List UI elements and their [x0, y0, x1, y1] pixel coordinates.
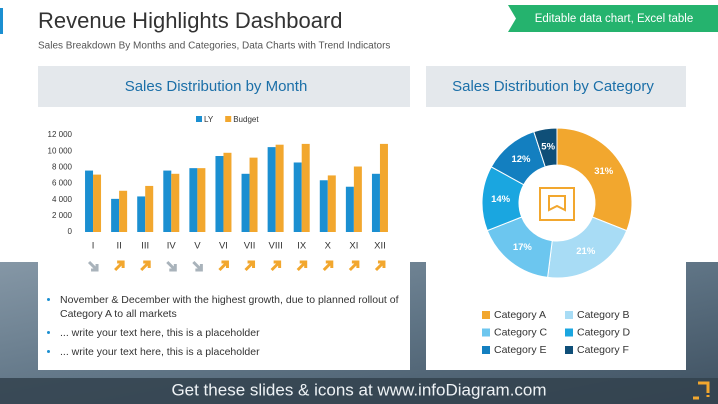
legend-label: Category D [577, 326, 631, 338]
slice [556, 127, 633, 232]
bar [275, 144, 284, 232]
trend-arrow [87, 260, 99, 272]
bar [267, 147, 276, 232]
panel [38, 107, 410, 370]
bar [293, 162, 302, 232]
legend-label: Category C [494, 326, 548, 338]
x-tick-label: V [194, 241, 201, 252]
legend-label: Category E [494, 344, 547, 356]
x-tick-label: X [325, 241, 332, 252]
slice-label: 14% [491, 194, 511, 205]
bar [345, 186, 354, 232]
footer-bar [0, 378, 718, 404]
x-tick-label: XII [374, 241, 386, 252]
panel-header [426, 66, 686, 107]
legend-swatch [196, 116, 202, 122]
legend-swatch [565, 311, 573, 319]
legend-swatch [565, 346, 573, 354]
slice-label: 21% [576, 246, 596, 257]
footer: Get these slides & icons at www.infoDiag… [171, 380, 546, 399]
trend-arrow [322, 260, 334, 272]
legend-label: Category A [494, 309, 546, 321]
legend-swatch [482, 328, 490, 337]
trend-arrow [270, 260, 282, 272]
legend-swatch [225, 116, 232, 122]
tag-bg [508, 5, 718, 32]
bar [301, 143, 310, 232]
x-tick-label: II [116, 241, 121, 252]
bar [371, 173, 380, 232]
y-tick-label: 6 000 [52, 179, 73, 188]
bar [137, 196, 146, 232]
y-tick-label: 8 000 [52, 162, 73, 171]
bar [119, 190, 128, 232]
x-tick-label: IX [297, 241, 307, 252]
legend-label: Budget [233, 115, 259, 124]
legend-swatch [482, 346, 490, 354]
chart-title: Sales Distribution by Month [125, 78, 308, 95]
legend-label: Category B [577, 309, 630, 321]
y-tick-label: 2 000 [52, 211, 73, 220]
bar [163, 170, 172, 232]
bar [223, 152, 232, 232]
bullet-list: November & December with the highest gro… [46, 293, 410, 364]
y-tick-label: 12 000 [48, 130, 73, 139]
slice-label: 12% [511, 154, 531, 165]
y-tick-label: 0 [68, 227, 73, 236]
trend-arrow [348, 260, 360, 272]
x-tick-label: VIII [268, 241, 282, 252]
trend-arrow [218, 260, 229, 272]
x-tick-label: III [141, 241, 149, 252]
bar [241, 173, 250, 232]
legend-swatch [565, 328, 573, 337]
chart-title: Sales Distribution by Category [452, 78, 654, 95]
legend-label: LY [204, 115, 214, 124]
x-tick-label: I [92, 241, 95, 252]
trend-arrow [244, 260, 256, 272]
bar [327, 175, 336, 232]
slice-label: 17% [513, 242, 533, 253]
bar [197, 168, 206, 232]
tag: Editable data chart, Excel table [535, 13, 694, 25]
legend-label: Category F [577, 344, 629, 356]
bar [249, 157, 258, 232]
bullet: ... write your text here, this is a plac… [60, 326, 410, 340]
bar [353, 166, 362, 232]
accent [0, 8, 3, 34]
bar [189, 168, 198, 232]
legend-swatch [482, 311, 490, 319]
x-tick-label: VII [244, 241, 256, 252]
trend-arrow [166, 260, 177, 272]
box-icon [539, 187, 575, 221]
trend-arrow [114, 260, 125, 272]
bar [93, 174, 102, 232]
subtitle: Sales Breakdown By Months and Categories… [38, 41, 390, 52]
y-tick-label: 4 000 [52, 195, 73, 204]
bar [379, 143, 388, 232]
slice-label: 5% [541, 142, 555, 153]
bar [319, 180, 328, 232]
trend-arrow [192, 260, 203, 272]
x-tick-label: XI [349, 241, 358, 252]
logo [693, 381, 710, 400]
title: Revenue Highlights Dashboard [38, 8, 343, 33]
bar [171, 173, 180, 232]
slice-label: 31% [594, 166, 614, 177]
panel-header [38, 66, 410, 107]
slice [533, 127, 558, 168]
trend-arrow [374, 260, 386, 272]
bar [111, 198, 120, 232]
bar [145, 185, 154, 232]
bar [215, 156, 224, 232]
x-tick-label: VI [219, 241, 228, 252]
bullet: November & December with the highest gro… [60, 293, 410, 321]
bullet: ... write your text here, this is a plac… [60, 345, 410, 359]
bar [85, 170, 94, 232]
x-tick-label: IV [167, 241, 177, 252]
trend-arrow [296, 260, 308, 272]
y-tick-label: 10 000 [48, 146, 73, 155]
trend-arrow [140, 260, 151, 272]
